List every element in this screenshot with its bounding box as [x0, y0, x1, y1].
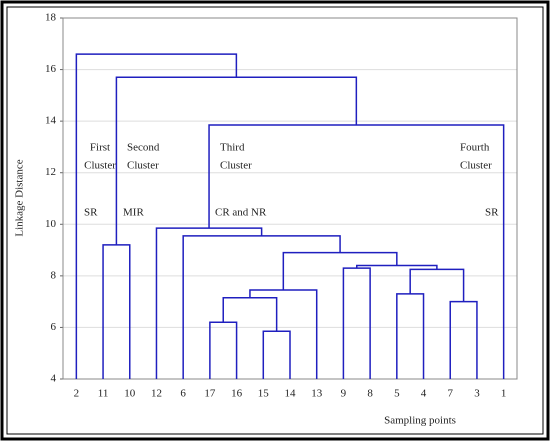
x-tick-label: 16: [231, 388, 243, 400]
annotation: First: [90, 142, 110, 154]
annotation: Cluster: [220, 160, 252, 172]
dendrogram-link: [75, 53, 238, 379]
annotation: Cluster: [84, 160, 116, 172]
x-tick-label: 15: [258, 388, 270, 400]
dendrogram-link: [356, 264, 438, 270]
dendrogram-link: [102, 244, 131, 379]
x-tick-label: 10: [124, 388, 136, 400]
annotation: Second: [127, 142, 160, 154]
dendrogram-link: [222, 297, 278, 332]
x-tick-label: 12: [151, 388, 162, 400]
x-tick-label: 5: [394, 388, 400, 400]
x-tick-label: 14: [285, 388, 297, 400]
annotation: Fourth: [460, 142, 490, 154]
dendrogram-link: [249, 289, 318, 379]
x-tick-label: 9: [341, 388, 347, 400]
dendrogram-link: [155, 227, 263, 379]
y-tick-label: 16: [45, 63, 57, 75]
x-tick-label: 17: [204, 388, 216, 400]
x-axis-label: Sampling points: [384, 415, 456, 427]
annotation: Cluster: [460, 160, 492, 172]
x-tick-label: 6: [180, 388, 186, 400]
x-tick-label: 11: [98, 388, 109, 400]
dendrogram-link: [262, 330, 291, 379]
y-tick-label: 6: [51, 321, 57, 333]
x-tick-label: 2: [74, 388, 80, 400]
annotation: SR: [84, 207, 98, 219]
dendrogram-link: [409, 268, 465, 302]
annotation: Third: [220, 142, 245, 154]
annotation: SR: [485, 207, 499, 219]
dendrogram-link: [208, 124, 505, 379]
x-tick-label: 3: [474, 388, 480, 400]
y-axis-label: Linkage Distance: [14, 159, 26, 236]
x-tick-label: 13: [311, 388, 323, 400]
y-tick-label: 12: [45, 166, 56, 178]
x-tick-label: 7: [447, 388, 453, 400]
annotation: CR and NR: [215, 207, 267, 219]
y-tick-label: 10: [45, 218, 57, 230]
annotation: MIR: [123, 207, 144, 219]
x-tick-label: 8: [367, 388, 373, 400]
x-tick-label: 1: [501, 388, 507, 400]
y-tick-label: 18: [45, 12, 57, 24]
dendrogram-link: [282, 251, 398, 291]
plot-frame: [62, 17, 518, 380]
dendrogram-link: [449, 300, 478, 379]
dendrogram-link: [396, 293, 425, 379]
inner-frame: [6, 6, 544, 435]
annotation: Cluster: [127, 160, 159, 172]
y-tick-label: 8: [51, 269, 57, 281]
dendrogram-link: [209, 321, 238, 379]
y-tick-label: 14: [45, 115, 57, 127]
x-tick-label: 4: [421, 388, 427, 400]
y-tick-label: 4: [51, 373, 57, 385]
dendrogram-link: [342, 267, 371, 379]
